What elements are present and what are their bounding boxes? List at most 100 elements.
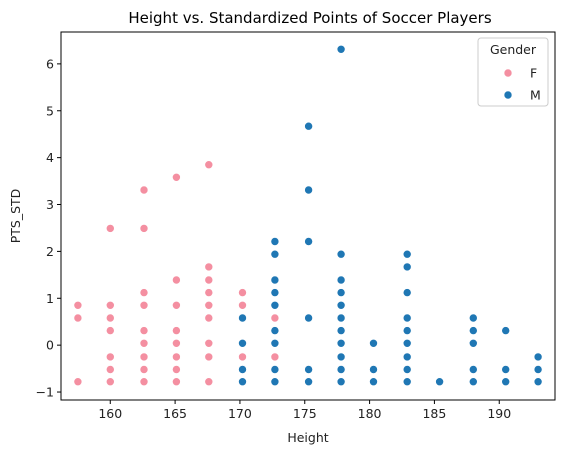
data-point-m-19 (336, 377, 346, 387)
data-point-m-39 (402, 288, 412, 297)
data-point-m-16 (304, 237, 313, 246)
data-point-m-51 (533, 377, 543, 387)
data-point-f-18 (139, 185, 149, 195)
legend-label-m: M (530, 88, 541, 103)
data-point-m-15 (304, 313, 313, 323)
data-point-m-7 (270, 326, 280, 335)
legend-title: Gender (490, 42, 537, 57)
data-point-m-24 (336, 313, 346, 323)
x-tick-label: 170 (228, 406, 252, 421)
data-point-f-25 (172, 275, 181, 285)
data-point-f-28 (204, 352, 214, 362)
data-point-f-23 (172, 326, 181, 335)
data-point-f-16 (139, 288, 149, 297)
data-point-m-22 (336, 338, 346, 348)
data-point-m-36 (402, 338, 412, 348)
data-point-m-1 (238, 365, 247, 374)
y-axis-ticks: −1 0 1 2 3 4 5 6 (36, 56, 61, 400)
data-point-f-2 (73, 300, 83, 310)
y-tick-label: 1 (46, 291, 54, 306)
plot-frame (60, 31, 556, 401)
data-point-m-0 (238, 377, 247, 387)
data-point-f-13 (139, 338, 149, 348)
data-point-f-4 (106, 365, 115, 374)
data-point-f-39 (238, 300, 247, 310)
data-point-f-22 (172, 338, 181, 348)
data-point-m-45 (468, 338, 478, 348)
x-tick-label: 165 (163, 406, 187, 421)
data-point-m-50 (501, 326, 511, 335)
legend-box (477, 37, 549, 107)
data-point-m-32 (369, 338, 378, 348)
data-point-m-38 (402, 313, 412, 323)
data-point-f-21 (172, 352, 181, 362)
data-point-f-37 (238, 352, 247, 362)
data-point-f-0 (73, 377, 83, 387)
y-tick-label: 0 (46, 338, 54, 353)
data-point-m-4 (270, 377, 280, 387)
x-tick-label: 160 (98, 406, 122, 421)
data-point-f-10 (139, 377, 149, 387)
data-point-m-49 (501, 365, 511, 374)
data-point-f-30 (204, 313, 214, 323)
y-tick-label: 3 (46, 197, 54, 212)
data-point-f-7 (106, 313, 115, 323)
data-point-f-1 (73, 313, 83, 323)
data-point-f-17 (139, 224, 149, 233)
data-point-f-12 (139, 352, 149, 362)
y-axis-label: PTS_STD (8, 189, 23, 244)
y-tick-label: 5 (46, 103, 54, 118)
data-point-f-33 (204, 275, 214, 285)
data-point-m-25 (336, 300, 346, 310)
data-point-f-8 (106, 300, 115, 310)
data-point-m-8 (270, 300, 280, 310)
data-point-m-28 (336, 249, 346, 259)
data-point-m-46 (468, 326, 478, 335)
data-point-m-23 (336, 326, 346, 335)
data-point-m-26 (336, 288, 346, 297)
data-point-f-42 (270, 352, 280, 362)
data-point-f-3 (106, 377, 115, 387)
data-point-m-47 (468, 313, 478, 323)
y-tick-label: −1 (36, 385, 54, 400)
data-point-f-15 (139, 300, 149, 310)
data-point-m-12 (270, 237, 280, 246)
data-point-f-32 (204, 288, 214, 297)
data-point-m-14 (304, 365, 313, 374)
data-point-m-9 (270, 288, 280, 297)
x-tick-label: 180 (358, 406, 382, 421)
data-point-m-20 (336, 365, 346, 374)
x-axis-ticks: 160 165 170 175 180 185 190 (98, 400, 511, 421)
data-point-f-6 (106, 326, 115, 335)
x-tick-label: 190 (487, 406, 511, 421)
legend-label-f: F (530, 66, 537, 81)
data-point-f-19 (172, 377, 181, 387)
data-point-f-35 (204, 160, 214, 169)
y-tick-label: 4 (46, 150, 54, 165)
data-point-m-6 (270, 338, 280, 348)
data-point-f-31 (204, 300, 214, 310)
data-point-m-11 (270, 249, 280, 259)
data-point-f-27 (204, 377, 214, 387)
data-point-f-43 (270, 313, 280, 323)
data-point-f-40 (238, 288, 247, 297)
data-point-f-26 (172, 173, 181, 182)
data-point-m-30 (369, 377, 378, 387)
data-point-m-42 (435, 377, 444, 387)
data-point-m-48 (501, 377, 511, 387)
data-point-m-29 (336, 44, 346, 54)
data-point-m-33 (402, 377, 412, 387)
data-point-m-52 (533, 365, 543, 374)
data-point-m-18 (304, 121, 313, 131)
data-point-m-17 (304, 185, 313, 195)
data-point-f-11 (139, 365, 149, 374)
x-axis-label: Height (287, 430, 328, 445)
data-point-f-34 (204, 262, 214, 272)
data-point-m-44 (468, 365, 478, 374)
data-point-f-5 (106, 352, 115, 362)
data-point-m-53 (533, 352, 543, 362)
data-point-f-14 (139, 326, 149, 335)
data-point-m-34 (402, 365, 412, 374)
y-tick-label: 6 (46, 56, 54, 71)
